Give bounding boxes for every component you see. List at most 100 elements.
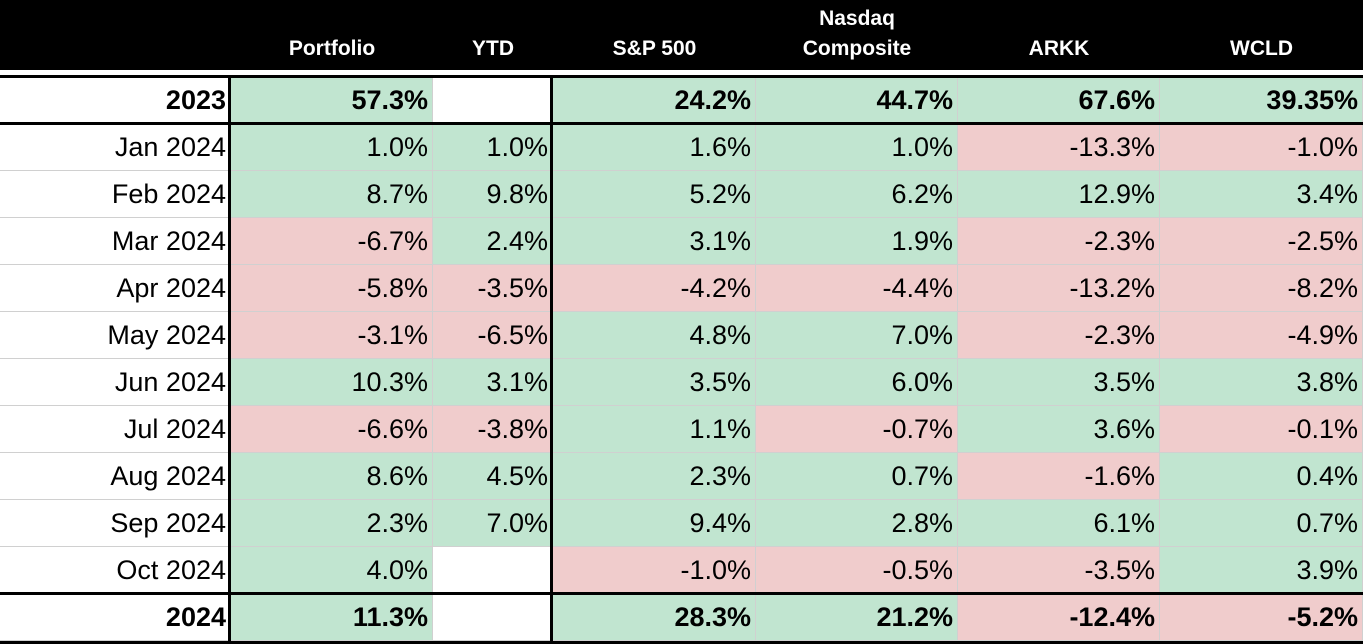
header-sp500: S&P 500 [612, 37, 697, 60]
cell-nasdaq: 1.0% [756, 124, 958, 171]
row-label: Feb 2024 [0, 171, 231, 218]
row-label: Mar 2024 [0, 218, 231, 265]
cell-sp500: 3.5% [553, 359, 756, 406]
cell-nasdaq: 6.2% [756, 171, 958, 218]
cell-arkk: -2.3% [958, 218, 1160, 265]
header-portfolio: Portfolio [288, 37, 376, 60]
top-border-2024 [0, 592, 1363, 595]
cell-portfolio: 4.0% [231, 547, 433, 594]
cell-portfolio: 8.7% [231, 171, 433, 218]
header-arkk: ARKK [1028, 37, 1090, 60]
row-label: 2023 [0, 77, 231, 124]
cell-portfolio: -6.6% [231, 406, 433, 453]
cell-ytd: 9.8% [433, 171, 553, 218]
row-label: Apr 2024 [0, 265, 231, 312]
cell-nasdaq: 7.0% [756, 312, 958, 359]
header-gap [0, 70, 1363, 75]
header-ytd: YTD [472, 37, 514, 60]
divider-label [228, 75, 231, 644]
cell-sp500: 3.1% [553, 218, 756, 265]
cell-sp500: -4.2% [553, 265, 756, 312]
cell-wcld: -1.0% [1160, 124, 1363, 171]
cell-sp500: 1.6% [553, 124, 756, 171]
cell-ytd: -3.8% [433, 406, 553, 453]
cell-sp500: 2.3% [553, 453, 756, 500]
cell-sp500: 1.1% [553, 406, 756, 453]
cell-sp500: 24.2% [553, 77, 756, 124]
cell-wcld: 3.9% [1160, 547, 1363, 594]
cell-nasdaq: -0.5% [756, 547, 958, 594]
cell-portfolio: 10.3% [231, 359, 433, 406]
cell-wcld: -8.2% [1160, 265, 1363, 312]
cell-arkk: -12.4% [958, 594, 1160, 641]
cell-sp500: 28.3% [553, 594, 756, 641]
header-row [0, 0, 1363, 70]
cell-portfolio: -3.1% [231, 312, 433, 359]
cell-ytd: 4.5% [433, 453, 553, 500]
cell-portfolio: 57.3% [231, 77, 433, 124]
header-label [0, 0, 231, 70]
cell-arkk: 12.9% [958, 171, 1160, 218]
cell-ytd [433, 547, 553, 594]
cell-wcld: 0.7% [1160, 500, 1363, 547]
cell-ytd [433, 77, 553, 124]
cell-nasdaq: 0.7% [756, 453, 958, 500]
cell-ytd [433, 594, 553, 641]
header-wcld: WCLD [1230, 37, 1293, 60]
cell-wcld: -4.9% [1160, 312, 1363, 359]
cell-ytd: 1.0% [433, 124, 553, 171]
cell-arkk: 67.6% [958, 77, 1160, 124]
cell-wcld: 0.4% [1160, 453, 1363, 500]
cell-arkk: -3.5% [958, 547, 1160, 594]
cell-nasdaq: -4.4% [756, 265, 958, 312]
cell-ytd: -6.5% [433, 312, 553, 359]
cell-arkk: 6.1% [958, 500, 1160, 547]
cell-wcld: -0.1% [1160, 406, 1363, 453]
cell-sp500: 4.8% [553, 312, 756, 359]
cell-nasdaq: 44.7% [756, 77, 958, 124]
top-border-2023 [0, 75, 1363, 78]
header-nasdaq: Nasdaq Composite [802, 7, 912, 60]
cell-nasdaq: 6.0% [756, 359, 958, 406]
row-label: Jan 2024 [0, 124, 231, 171]
cell-portfolio: -6.7% [231, 218, 433, 265]
row-label: Aug 2024 [0, 453, 231, 500]
row-label: Jun 2024 [0, 359, 231, 406]
row-label: Jul 2024 [0, 406, 231, 453]
cell-arkk: -13.3% [958, 124, 1160, 171]
cell-arkk: -1.6% [958, 453, 1160, 500]
cell-wcld: -5.2% [1160, 594, 1363, 641]
cell-ytd: 2.4% [433, 218, 553, 265]
cell-wcld: -2.5% [1160, 218, 1363, 265]
cell-portfolio: -5.8% [231, 265, 433, 312]
cell-arkk: -13.2% [958, 265, 1160, 312]
cell-portfolio: 8.6% [231, 453, 433, 500]
cell-ytd: 7.0% [433, 500, 553, 547]
cell-wcld: 3.4% [1160, 171, 1363, 218]
bottom-border-2024 [0, 641, 1363, 644]
cell-wcld: 3.8% [1160, 359, 1363, 406]
cell-ytd: -3.5% [433, 265, 553, 312]
cell-nasdaq: 21.2% [756, 594, 958, 641]
cell-sp500: 5.2% [553, 171, 756, 218]
cell-nasdaq: 1.9% [756, 218, 958, 265]
cell-arkk: 3.6% [958, 406, 1160, 453]
cell-sp500: -1.0% [553, 547, 756, 594]
cell-arkk: -2.3% [958, 312, 1160, 359]
cell-portfolio: 2.3% [231, 500, 433, 547]
row-label: Sep 2024 [0, 500, 231, 547]
cell-arkk: 3.5% [958, 359, 1160, 406]
cell-sp500: 9.4% [553, 500, 756, 547]
row-label: Oct 2024 [0, 547, 231, 594]
row-label: 2024 [0, 594, 231, 641]
bottom-border-2023 [0, 122, 1363, 125]
cell-nasdaq: 2.8% [756, 500, 958, 547]
cell-portfolio: 11.3% [231, 594, 433, 641]
cell-nasdaq: -0.7% [756, 406, 958, 453]
cell-portfolio: 1.0% [231, 124, 433, 171]
cell-wcld: 39.35% [1160, 77, 1363, 124]
divider-ytd [550, 75, 553, 644]
row-label: May 2024 [0, 312, 231, 359]
cell-ytd: 3.1% [433, 359, 553, 406]
